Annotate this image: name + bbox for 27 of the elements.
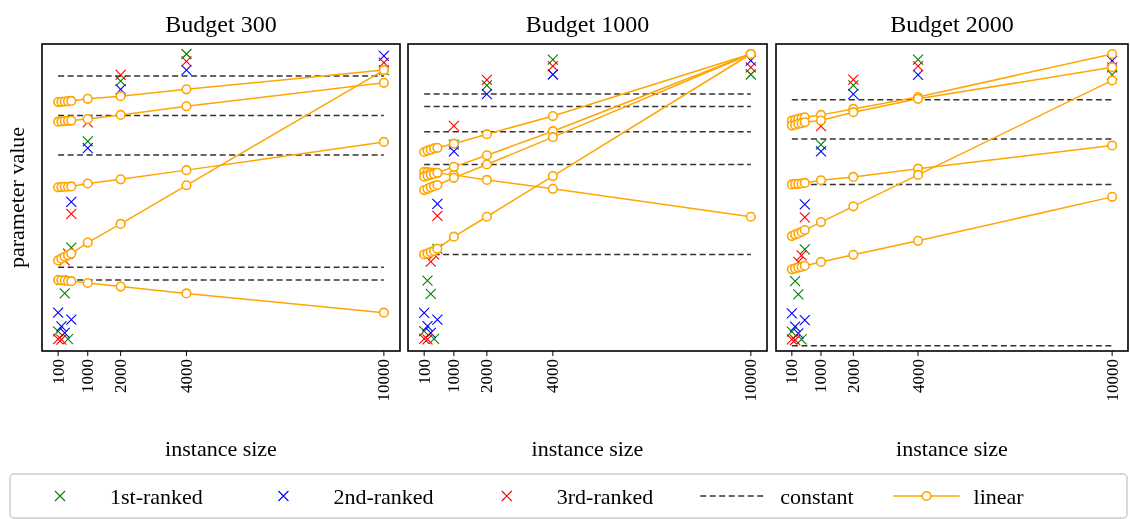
x-tick-label: 1000: [444, 359, 464, 393]
legend-label: 2nd-ranked: [333, 483, 434, 509]
x-tick-label: 2000: [111, 359, 131, 393]
legend-label: linear: [973, 483, 1025, 509]
legend-label: constant: [780, 483, 854, 509]
chart-title: Budget 1000: [525, 11, 650, 37]
x-tick-label: 1000: [811, 359, 831, 393]
x-axis-title: instance size: [165, 436, 277, 461]
legend-label: 3rd-ranked: [556, 483, 654, 509]
x-tick-label: 4000: [908, 359, 928, 393]
x-tick-label: 1000: [78, 359, 98, 393]
x-tick-label: 10000: [741, 359, 761, 402]
x-axis-title: instance size: [896, 436, 1008, 461]
x-tick-label: 2000: [843, 359, 863, 393]
x-tick-label: 10000: [1102, 359, 1122, 402]
x-tick-label: 100: [414, 359, 434, 385]
x-tick-label: 4000: [176, 359, 196, 393]
x-tick-label: 100: [48, 359, 68, 385]
x-tick-label: 100: [782, 359, 802, 385]
x-tick-label: 4000: [543, 359, 563, 393]
x-axis-title: instance size: [531, 436, 644, 461]
x-tick-label: 10000: [374, 359, 394, 402]
chart-title: Budget 2000: [890, 11, 1014, 37]
legend-label: 1st-ranked: [110, 483, 203, 509]
y-axis-title: parameter value: [4, 126, 29, 269]
chart-title: Budget 300: [165, 11, 277, 37]
x-tick-label: 2000: [477, 359, 497, 393]
